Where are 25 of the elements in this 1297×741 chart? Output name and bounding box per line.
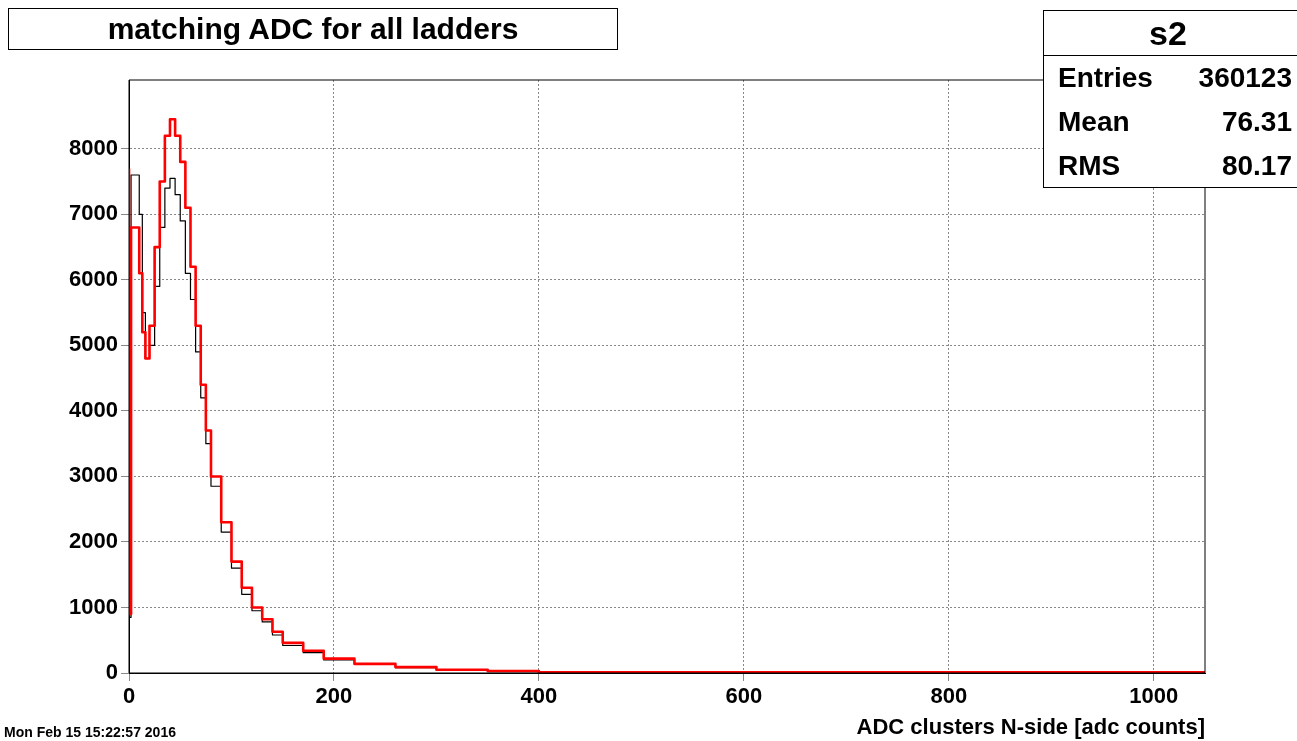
annotation: RMS	[1058, 149, 1121, 183]
y-tick-label: 8000	[69, 134, 118, 160]
y-tick-label: 1000	[69, 593, 118, 619]
y-tick-label: 5000	[69, 331, 118, 357]
x-tick-label: 200	[315, 683, 353, 709]
text: s2	[1044, 11, 1297, 56]
annotation: Entries	[1058, 61, 1153, 95]
annotation: Mean	[1058, 105, 1130, 139]
y-tick-label: 7000	[69, 200, 118, 226]
chart-title: matching ADC for all ladders	[8, 8, 618, 50]
y-tick-label: 2000	[69, 528, 118, 554]
x-tick-label: 0	[122, 683, 136, 709]
text: Mon Feb 15 15:22:57 2016	[4, 724, 176, 740]
x-tick-label: 1000	[1129, 683, 1179, 709]
text: 80.17	[1221, 149, 1292, 183]
y-tick-label: 0	[105, 659, 118, 685]
y-tick-label: 4000	[69, 396, 118, 422]
x-tick-label: 600	[725, 683, 763, 709]
annotation: 360123	[1198, 61, 1292, 95]
y-tick-label: 6000	[69, 265, 118, 291]
text: 76.31	[1221, 105, 1292, 139]
x-tick-label: 400	[520, 683, 558, 709]
x-tick-label: 800	[930, 683, 968, 709]
y-tick-label: 3000	[69, 462, 118, 488]
x-axis-title: ADC clusters N-side [adc counts]	[856, 713, 1205, 739]
